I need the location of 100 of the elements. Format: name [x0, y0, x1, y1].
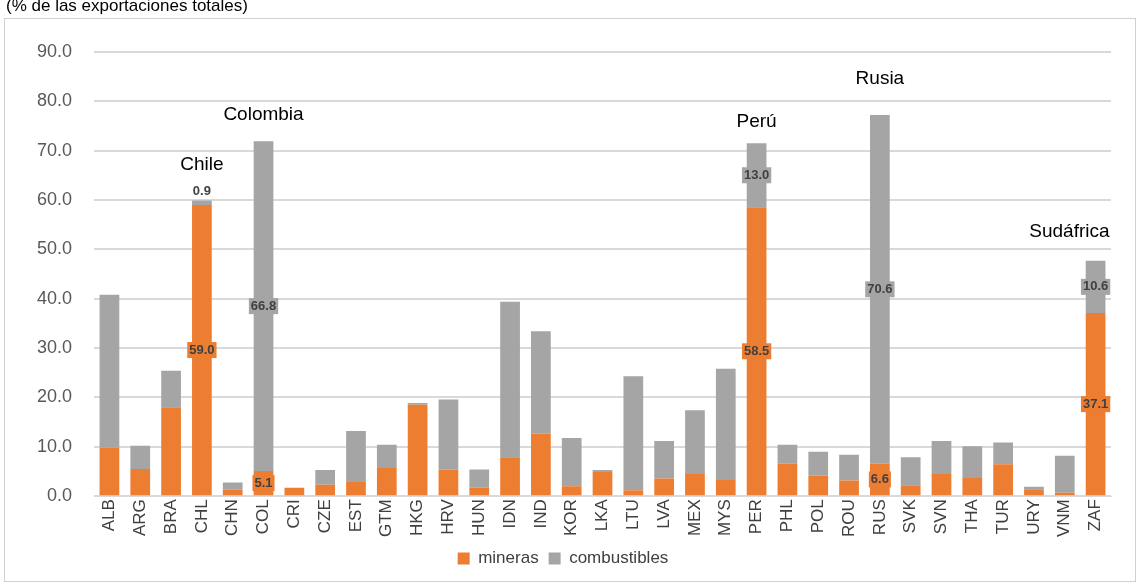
- x-tick-label: ZAF: [1085, 499, 1105, 532]
- x-tick-label: CRI: [284, 499, 304, 529]
- bar: [808, 451, 829, 476]
- x-tick-label: GTM: [376, 499, 396, 537]
- y-tick-label: 40.0: [36, 287, 73, 308]
- x-tick-label: ALB: [99, 499, 119, 532]
- x-tick-label: THA: [962, 498, 982, 534]
- annotation: Colombia: [223, 102, 305, 124]
- bar: [438, 469, 459, 496]
- x-tick-label: ARG: [129, 499, 149, 537]
- bar: [407, 404, 428, 496]
- bar: [253, 141, 274, 472]
- bar: [376, 444, 397, 469]
- bar: [962, 477, 983, 496]
- bar: [531, 433, 551, 496]
- x-tick-label: CZE: [314, 499, 334, 534]
- y-tick-label: 90.0: [36, 40, 73, 61]
- x-tick-label: KOR: [561, 499, 581, 537]
- data-label: 58.5: [743, 342, 770, 358]
- bar: [376, 468, 397, 496]
- x-tick-label: VNM: [1054, 499, 1074, 537]
- data-label: 0.9: [192, 183, 211, 199]
- bar: [592, 472, 613, 496]
- x-tick-label: SVN: [931, 499, 951, 535]
- bar: [161, 407, 181, 496]
- bar: [808, 475, 829, 496]
- bar: [623, 490, 644, 496]
- x-tick-label: LKA: [592, 498, 612, 532]
- y-tick-label: 60.0: [36, 188, 73, 209]
- x-tick-label: MYS: [715, 499, 735, 537]
- bar: [561, 486, 582, 496]
- x-tick-label: IND: [530, 499, 550, 529]
- bar: [130, 469, 151, 496]
- bar: [931, 474, 952, 496]
- data-label: 13.0: [743, 166, 770, 182]
- bar: [715, 368, 736, 480]
- x-tick-label: PHL: [777, 499, 797, 533]
- data-label: 70.6: [867, 280, 893, 296]
- bar: [346, 431, 366, 482]
- x-tick-label: RUS: [869, 499, 889, 536]
- bar: [777, 444, 798, 464]
- y-tick-label: 10.0: [36, 435, 73, 456]
- x-tick-label: CHN: [222, 499, 242, 537]
- annotation: Sudáfrica: [1029, 220, 1111, 242]
- bar: [1024, 489, 1044, 496]
- y-tick-label: 70.0: [36, 139, 73, 160]
- data-label: 5.1: [254, 474, 273, 490]
- y-tick-label: 0.0: [47, 485, 73, 506]
- bar: [685, 474, 705, 496]
- bar: [993, 442, 1013, 465]
- bar: [777, 463, 798, 496]
- x-tick-label: LTU: [623, 499, 643, 531]
- data-label: 59.0: [189, 341, 215, 357]
- bar: [654, 478, 675, 496]
- x-tick-label: HUN: [468, 499, 488, 537]
- y-tick-label: 20.0: [36, 386, 73, 407]
- bar: [99, 447, 120, 496]
- x-tick-label: HRV: [438, 498, 458, 535]
- bar: [222, 482, 243, 490]
- bar: [315, 484, 336, 496]
- bar: [1054, 455, 1075, 493]
- bar: [839, 454, 859, 481]
- data-label: 6.6: [870, 471, 889, 487]
- bar: [315, 470, 336, 485]
- data-label: 66.8: [250, 297, 277, 313]
- x-tick-label: CHL: [191, 499, 211, 534]
- bar: [284, 487, 305, 496]
- x-tick-label: MEX: [684, 499, 704, 537]
- bar: [962, 446, 983, 478]
- y-tick-label: 50.0: [36, 238, 73, 259]
- y-tick-label: 80.0: [36, 90, 73, 111]
- bar: [685, 410, 705, 474]
- bar: [531, 331, 551, 434]
- bar: [654, 440, 675, 479]
- x-tick-label: SVK: [900, 498, 920, 534]
- bar: [500, 457, 520, 496]
- bar: [469, 487, 490, 496]
- bar: [130, 445, 151, 470]
- bar: [993, 464, 1013, 496]
- bar: [561, 437, 582, 487]
- x-tick-label: ROU: [838, 499, 858, 537]
- x-tick-label: LVA: [653, 498, 673, 529]
- x-tick-label: PER: [746, 499, 766, 535]
- bar: [192, 200, 212, 205]
- bar: [623, 376, 644, 491]
- data-label: 10.6: [1082, 278, 1109, 294]
- bar: [839, 480, 859, 496]
- bar: [931, 440, 952, 474]
- bar: [99, 294, 120, 448]
- x-tick-label: COL: [253, 499, 273, 535]
- bar: [715, 479, 736, 496]
- bar: [500, 301, 520, 458]
- y-tick-label: 30.0: [36, 337, 73, 358]
- data-label: 37.1: [1082, 395, 1109, 411]
- bar: [161, 370, 181, 408]
- x-tick-label: IDN: [499, 499, 519, 529]
- x-tick-label: HKG: [407, 499, 427, 537]
- legend-label: combustibles: [569, 548, 669, 568]
- x-tick-label: URY: [1023, 499, 1043, 535]
- bar: [900, 485, 921, 496]
